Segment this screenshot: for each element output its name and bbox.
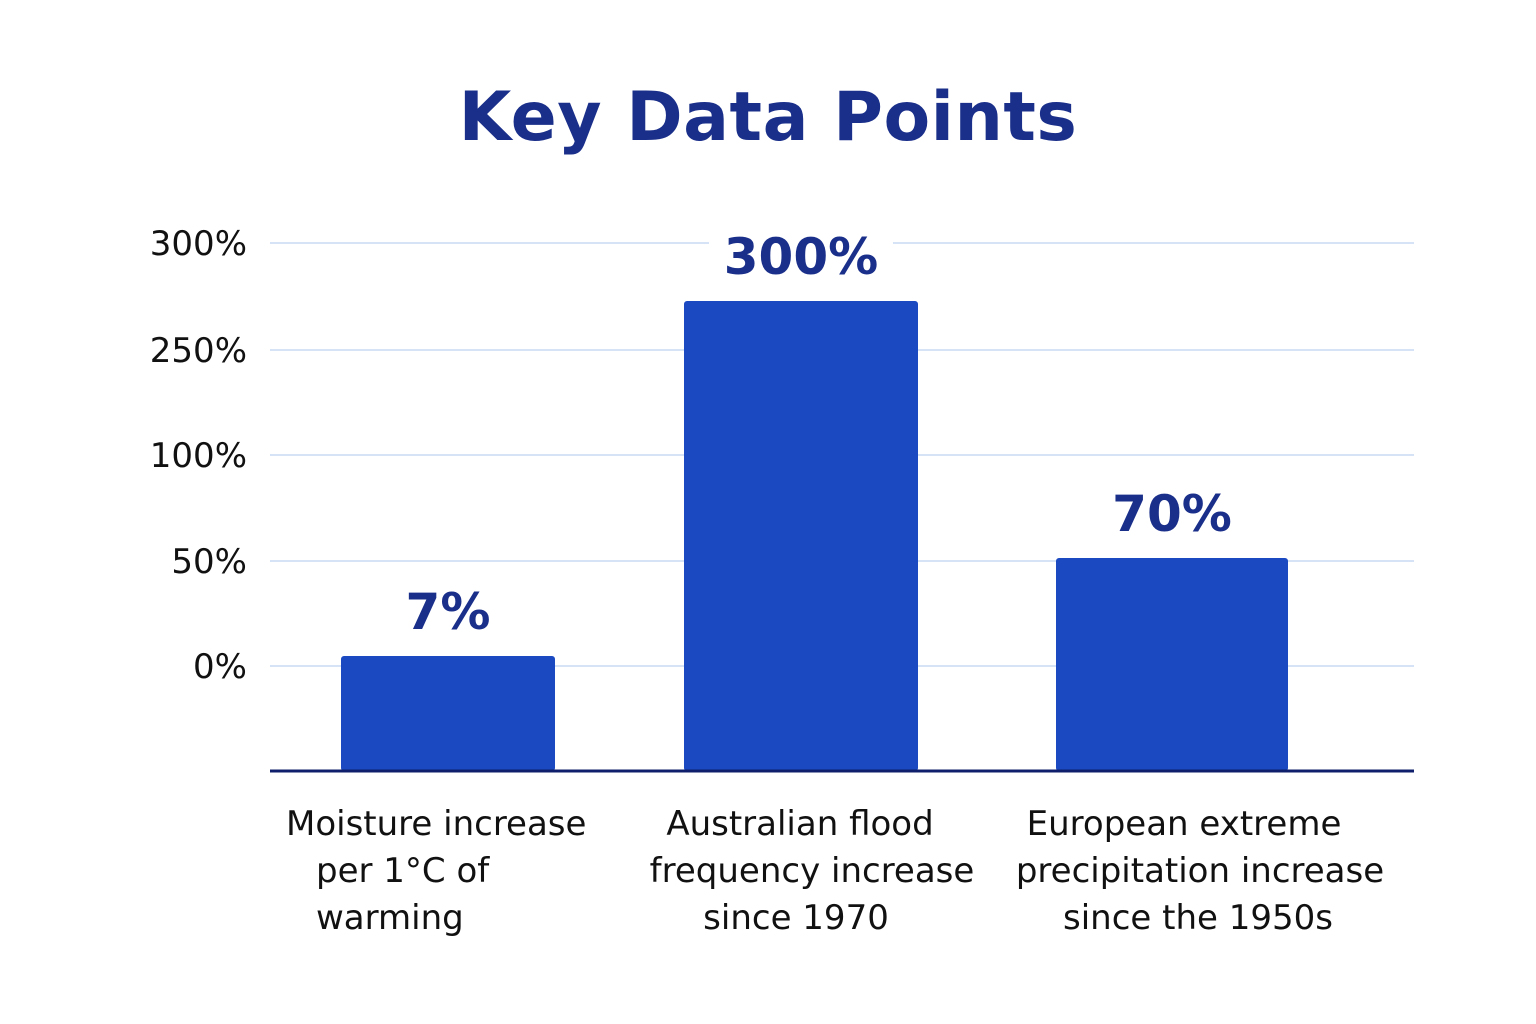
x-category-label: precipitation increase [1016,851,1384,891]
bar [1056,558,1288,771]
x-category-label: Moisture increase [286,804,586,844]
bar [684,301,918,771]
y-tick-label: 0% [193,647,247,687]
y-tick-label: 50% [171,542,247,582]
y-tick-label: 250% [150,331,247,371]
bar [341,656,555,771]
x-category-label: Australian flood [666,804,933,844]
value-label-backing [356,583,540,641]
value-label: 7% [406,583,491,641]
x-category-label: European extreme [1027,804,1342,844]
y-tick-label: 300% [150,224,247,264]
x-category-label: per 1°C of [316,851,490,891]
value-label-backing [709,228,893,286]
value-label-backing [1080,485,1264,543]
x-category-label: since the 1950s [1063,898,1333,938]
y-tick-label: 100% [150,436,247,476]
x-category-label: since 1970 [703,898,889,938]
value-label: 300% [724,228,878,286]
x-category-label: warming [316,898,464,938]
value-label: 70% [1112,485,1232,543]
chart-title: Key Data Points [458,78,1078,157]
x-category-label: frequency increase [650,851,975,891]
